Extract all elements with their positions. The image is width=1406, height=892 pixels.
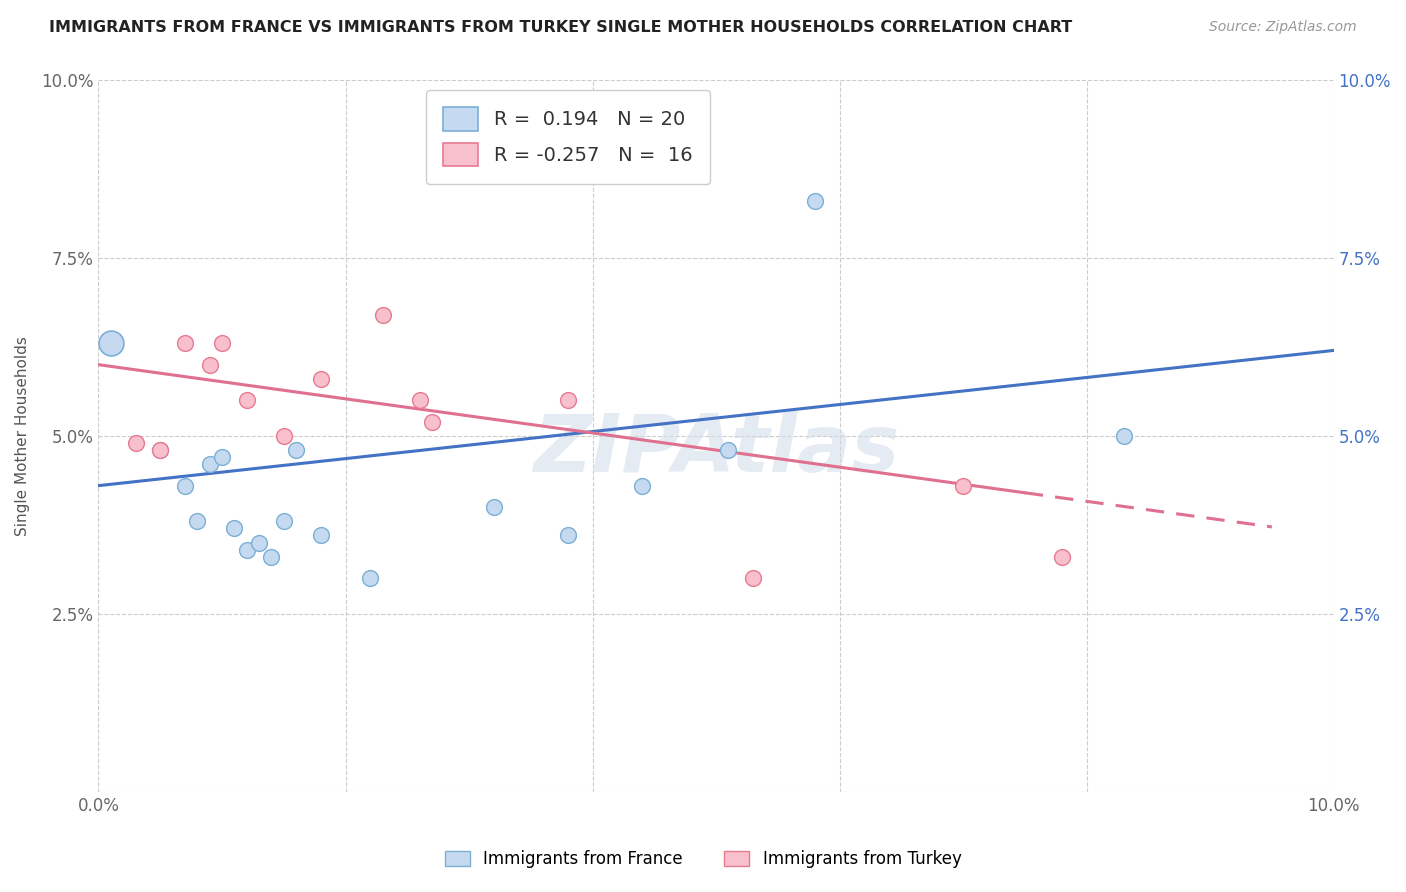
Y-axis label: Single Mother Households: Single Mother Households — [15, 336, 30, 536]
Point — [149, 443, 172, 458]
Point — [482, 500, 505, 514]
Point — [952, 478, 974, 492]
Point — [186, 514, 208, 528]
Point — [717, 443, 740, 458]
Point — [804, 194, 827, 208]
Point — [1112, 429, 1135, 443]
Point — [557, 393, 579, 408]
Point — [198, 458, 221, 472]
Text: Source: ZipAtlas.com: Source: ZipAtlas.com — [1209, 20, 1357, 34]
Point — [420, 415, 443, 429]
Point — [235, 542, 257, 557]
Point — [149, 443, 172, 458]
Point — [557, 528, 579, 542]
Point — [100, 336, 122, 351]
Point — [309, 372, 332, 386]
Point — [235, 393, 257, 408]
Point — [124, 436, 146, 450]
Point — [100, 336, 122, 351]
Text: ZIPAtlas: ZIPAtlas — [533, 411, 900, 489]
Point — [247, 535, 270, 549]
Legend: Immigrants from France, Immigrants from Turkey: Immigrants from France, Immigrants from … — [436, 842, 970, 877]
Legend: R =  0.194   N = 20, R = -0.257   N =  16: R = 0.194 N = 20, R = -0.257 N = 16 — [426, 90, 710, 184]
Point — [174, 336, 197, 351]
Point — [371, 308, 394, 322]
Point — [211, 336, 233, 351]
Point — [408, 393, 430, 408]
Point — [273, 429, 295, 443]
Point — [260, 549, 283, 564]
Point — [273, 514, 295, 528]
Point — [309, 528, 332, 542]
Point — [211, 450, 233, 465]
Point — [100, 336, 122, 351]
Point — [631, 478, 654, 492]
Point — [224, 521, 246, 535]
Point — [285, 443, 308, 458]
Point — [359, 571, 381, 585]
Point — [174, 478, 197, 492]
Text: IMMIGRANTS FROM FRANCE VS IMMIGRANTS FROM TURKEY SINGLE MOTHER HOUSEHOLDS CORREL: IMMIGRANTS FROM FRANCE VS IMMIGRANTS FRO… — [49, 20, 1073, 35]
Point — [742, 571, 765, 585]
Point — [1050, 549, 1073, 564]
Point — [198, 358, 221, 372]
